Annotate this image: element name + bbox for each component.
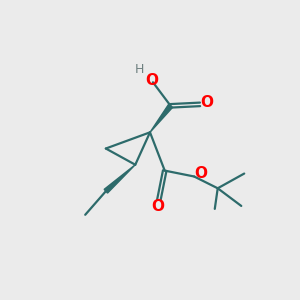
Text: O: O <box>145 73 158 88</box>
Polygon shape <box>104 165 135 193</box>
Text: O: O <box>200 95 213 110</box>
Text: O: O <box>194 166 207 181</box>
Text: O: O <box>151 199 164 214</box>
Text: H: H <box>135 62 144 76</box>
Polygon shape <box>150 104 172 132</box>
